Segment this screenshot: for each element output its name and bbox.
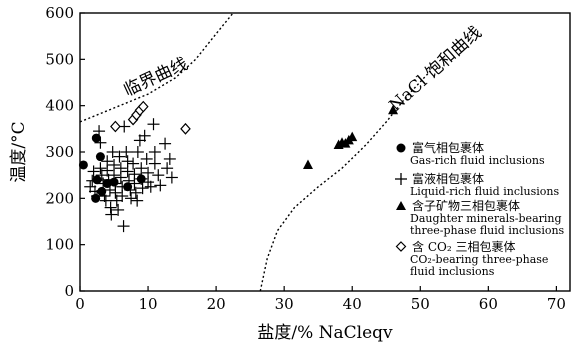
liquid-rich-point bbox=[149, 146, 161, 158]
x-tick-label: 50 bbox=[411, 295, 430, 313]
liquid-rich-point bbox=[109, 187, 121, 199]
critical-curve-label: 临界曲线 bbox=[121, 54, 191, 101]
legend-marker-circle bbox=[397, 144, 406, 153]
y-tick-label: 500 bbox=[45, 50, 74, 68]
x-tick-label: 0 bbox=[75, 295, 85, 313]
x-tick-label: 60 bbox=[479, 295, 498, 313]
nacl-saturation-curve-label: NaCl 饱和曲线 bbox=[386, 23, 486, 116]
liquid-rich-point bbox=[122, 165, 134, 177]
x-tick-label: 10 bbox=[139, 295, 158, 313]
x-tick-label: 40 bbox=[343, 295, 362, 313]
legend: 富气相包裹体 Gas-rich fluid inclusions 富液相包裹体 … bbox=[395, 140, 565, 278]
liquid-rich-point bbox=[164, 153, 176, 165]
legend-label-en: fluid inclusions bbox=[410, 265, 495, 278]
y-tick-label: 400 bbox=[45, 97, 74, 115]
x-tick-label: 20 bbox=[207, 295, 226, 313]
legend-label-cn: 富气相包裹体 bbox=[412, 140, 484, 155]
y-tick-label: 100 bbox=[45, 236, 74, 254]
y-tick-label: 200 bbox=[45, 189, 74, 207]
legend-marker-plus bbox=[395, 173, 407, 185]
liquid-rich-point bbox=[148, 118, 160, 130]
liquid-rich-point bbox=[159, 138, 171, 150]
legend-label-cn: 富液相包裹体 bbox=[412, 171, 484, 186]
liquid-rich-point bbox=[94, 162, 106, 174]
gas-rich-point bbox=[96, 152, 105, 161]
x-tick-label: 30 bbox=[275, 295, 294, 313]
liquid-rich-point bbox=[131, 195, 143, 207]
liquid-rich-point bbox=[118, 220, 130, 232]
legend-marker-triangle bbox=[396, 201, 406, 210]
y-tick-label: 300 bbox=[45, 143, 74, 161]
legend-label-cn: 含 CO₂ 三相包裹体 bbox=[412, 239, 515, 254]
liquid-rich-point bbox=[154, 179, 166, 191]
y-tick-label: 0 bbox=[64, 282, 74, 300]
legend-label-en: Gas-rich fluid inclusions bbox=[410, 154, 545, 167]
daughter-mineral-point bbox=[303, 159, 313, 169]
co2-bearing-point bbox=[181, 124, 190, 134]
co2-bearing-point bbox=[111, 122, 120, 132]
liquid-rich-point bbox=[132, 146, 144, 158]
gas-rich-point bbox=[91, 194, 100, 203]
legend-label-en: three-phase fluid inclusions bbox=[410, 224, 565, 237]
legend-label-cn: 含子矿物三相包裹体 bbox=[412, 198, 520, 213]
y-tick-label: 600 bbox=[45, 4, 74, 22]
legend-label-en: Liquid-rich fluid inclusions bbox=[410, 185, 559, 198]
y-axis-title: 温度/°C bbox=[9, 121, 29, 182]
x-tick-label: 70 bbox=[547, 295, 566, 313]
legend-marker-diamond bbox=[397, 242, 406, 251]
liquid-rich-point bbox=[152, 169, 164, 181]
data-points-layer bbox=[79, 102, 398, 233]
x-axis-title: 盐度/% NaCleqv bbox=[257, 323, 393, 343]
